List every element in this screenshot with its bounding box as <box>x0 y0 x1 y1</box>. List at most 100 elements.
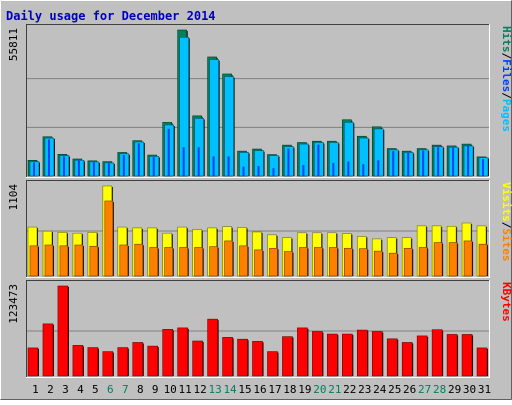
bar-sites-day-4-body <box>74 244 84 277</box>
bar-kbytes-day-24-body <box>371 331 383 377</box>
bar-sites-day-29-body <box>448 242 458 277</box>
bar-files-day-20 <box>317 144 320 176</box>
bar-kbytes-day-18-body <box>282 336 293 377</box>
x-label-day-24: 24 <box>373 383 387 396</box>
bar-sites-day-12-body <box>194 247 203 277</box>
bar-files-day-19 <box>302 165 305 176</box>
bar-kbytes-day-4 <box>72 345 84 377</box>
x-label-day-25: 25 <box>388 383 401 396</box>
bar-sites-day-7-body <box>119 244 129 277</box>
panel-visits-sites: 1104 Visits/Sites <box>7 180 512 278</box>
bar-files-day-28 <box>437 147 440 176</box>
bar-files-day-25 <box>392 151 395 176</box>
x-label-day-6: 6 <box>107 383 114 396</box>
x-label-day-20: 20 <box>313 383 326 396</box>
bar-kbytes-day-8-body <box>132 342 144 377</box>
bar-pages-day-7 <box>119 153 130 177</box>
bar-files-day-14 <box>227 156 230 176</box>
bar-kbytes-day-2 <box>42 323 54 377</box>
bar-files-day-13 <box>212 156 215 176</box>
bar-files-day-22 <box>347 161 350 176</box>
bar-kbytes-day-5-body <box>87 347 99 377</box>
bar-kbytes-day-11 <box>177 327 189 377</box>
chart-title: Daily usage for December 2014 <box>6 9 216 23</box>
bar-kbytes-day-9-body <box>147 345 159 377</box>
bar-kbytes-day-4-body <box>72 345 84 377</box>
bar-sites-day-25-body <box>388 252 398 277</box>
bar-sites-day-6-body <box>104 200 114 277</box>
bar-sites-day-21 <box>329 247 339 277</box>
x-label-day-10: 10 <box>164 383 177 396</box>
bar-sites-day-27-body <box>418 247 428 277</box>
bar-files-day-16 <box>257 166 260 176</box>
bar-sites-day-9-body <box>149 247 159 277</box>
x-axis-day-labels: 1 2 3 4 5 6 7 8 9 10 11 12 13 14 15 16 17 18 19 20 21 22 23 24 2… <box>32 383 491 396</box>
chart-panels: 55811 Hits/Files/Pages 1104 Visits/Sites 123… <box>7 24 512 378</box>
x-label-day-26: 26 <box>403 383 416 396</box>
bar-sites-day-17 <box>269 247 279 277</box>
bar-files-day-6 <box>107 163 110 176</box>
x-label-day-31: 31 <box>478 383 491 396</box>
bar-kbytes-day-3 <box>57 285 69 377</box>
bar-kbytes-day-7-body <box>117 347 129 377</box>
bar-kbytes-day-10-body <box>162 329 174 377</box>
bar-files-day-15 <box>242 166 245 176</box>
x-label-day-11: 11 <box>179 383 192 396</box>
bar-kbytes-day-12 <box>192 340 204 377</box>
legend-item-hits: Hits <box>500 26 512 53</box>
x-label-day-29: 29 <box>448 383 461 396</box>
bar-sites-day-11-body <box>179 247 188 277</box>
x-label-day-1: 1 <box>32 383 39 396</box>
legend-item-files: Files <box>500 59 512 92</box>
bar-sites-day-13 <box>209 246 219 277</box>
bar-kbytes-day-22 <box>342 333 354 377</box>
bar-sites-day-26-body <box>403 247 413 277</box>
x-label-day-8: 8 <box>137 383 144 396</box>
y-max-label-kbytes: 123473 <box>7 284 20 324</box>
bar-kbytes-day-27-body <box>416 335 428 377</box>
panel-kbytes: 123473 KBytes <box>7 280 512 378</box>
bar-sites-day-9 <box>149 247 159 277</box>
bar-sites-day-4 <box>74 244 84 277</box>
bar-kbytes-day-1-body <box>27 347 39 377</box>
bar-sites-day-11 <box>179 247 189 277</box>
bar-kbytes-day-14 <box>222 337 234 377</box>
bar-kbytes-day-26 <box>401 342 414 377</box>
y-max-label-visits-sites: 1104 <box>7 184 20 211</box>
bar-files-day-7 <box>122 155 125 176</box>
bar-kbytes-day-30 <box>461 334 474 377</box>
bar-sites-day-16-body <box>254 249 263 277</box>
bar-files-day-2 <box>47 139 50 176</box>
legend-visits-sites: Visits/Sites <box>500 182 512 262</box>
bar-sites-day-31-body <box>478 243 488 277</box>
x-label-day-7: 7 <box>122 383 129 396</box>
legend-kbytes: KBytes <box>500 282 512 322</box>
bar-sites-day-28 <box>433 242 444 277</box>
bar-kbytes-day-20-body <box>312 331 323 377</box>
bar-files-day-8 <box>137 143 140 176</box>
x-label-day-23: 23 <box>358 383 371 396</box>
bar-files-day-21 <box>332 162 335 176</box>
bar-kbytes-day-20 <box>312 331 324 377</box>
bar-files-day-4 <box>77 160 80 176</box>
bar-kbytes-day-19 <box>297 327 309 377</box>
bar-sites-day-1-body <box>29 245 39 277</box>
bar-sites-day-20-body <box>314 247 323 277</box>
bar-sites-day-10-body <box>164 247 174 277</box>
bar-sites-day-5-body <box>89 245 99 277</box>
bar-sites-day-22 <box>344 247 354 277</box>
panel-hits-files-pages: 55811 Hits/Files/Pages <box>7 24 512 178</box>
bar-sites-day-24 <box>373 250 384 277</box>
bar-kbytes-day-3-body <box>57 285 69 377</box>
bar-files-day-26 <box>407 152 410 176</box>
legend-hits-files-pages: Hits/Files/Pages <box>500 26 512 132</box>
bar-kbytes-day-1 <box>27 347 39 377</box>
bar-files-day-30 <box>467 145 470 176</box>
bar-kbytes-day-25-body <box>386 338 398 377</box>
x-label-day-3: 3 <box>62 383 69 396</box>
legend-separator: / <box>500 222 512 229</box>
legend-item-sites: Sites <box>500 228 512 261</box>
bar-sites-day-18-body <box>284 251 293 277</box>
bar-files-day-1 <box>33 162 35 176</box>
